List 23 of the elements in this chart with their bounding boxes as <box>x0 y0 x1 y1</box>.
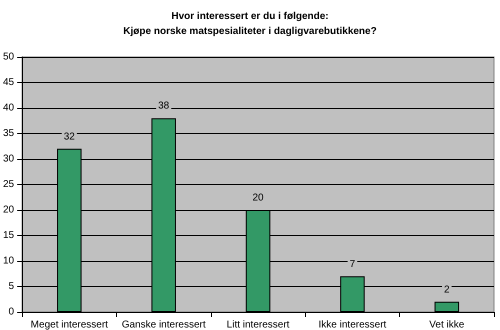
x-tick-label: Ganske interessert <box>122 320 206 330</box>
data-label: 7 <box>350 258 356 270</box>
x-tick-label: Litt interessert <box>226 320 290 330</box>
bar <box>434 302 460 312</box>
y-tick-label: 40 <box>3 102 15 114</box>
y-tick-label: 15 <box>3 230 15 241</box>
x-tick-label: Vet ikke <box>429 320 465 330</box>
data-label: 38 <box>158 100 170 112</box>
data-label: 2 <box>444 284 450 296</box>
data-label: 20 <box>252 192 264 204</box>
chart-title: Hvor interessert er du i følgende: Kjøpe norske matspesialiteter i dagligvarebutikkene? <box>123 11 377 37</box>
y-tick-label: 45 <box>3 77 15 88</box>
y-tick-label: 20 <box>3 204 15 216</box>
x-tick-label: Ikke interessert <box>318 320 387 330</box>
x-tick-label: Meget interessert <box>30 320 108 330</box>
y-tick-label: 30 <box>3 154 15 164</box>
y-tick-label: 5 <box>8 281 15 292</box>
y-tick-label: 50 <box>3 52 15 62</box>
data-label: 32 <box>64 131 76 142</box>
y-tick-label: 35 <box>3 128 15 139</box>
y-tick-label: 10 <box>3 256 15 266</box>
y-tick-label: 0 <box>8 306 15 318</box>
y-tick-label: 25 <box>3 179 15 190</box>
